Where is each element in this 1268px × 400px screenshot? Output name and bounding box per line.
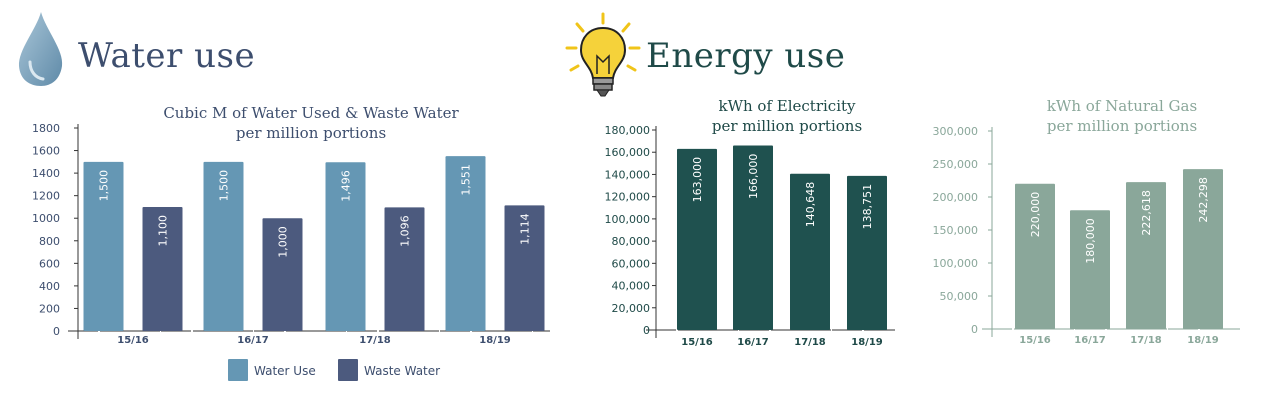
bar: [384, 207, 425, 331]
light-bulb-icon: [563, 12, 643, 106]
bar: [142, 206, 183, 331]
bar-value-label: 1,496: [340, 170, 353, 202]
y-tick-label: 1600: [32, 145, 60, 158]
bar: [325, 162, 366, 331]
y-tick-label: 160,000: [605, 146, 651, 159]
y-tick-label: 0: [643, 324, 650, 337]
y-tick-label: 150,000: [933, 224, 979, 237]
legend-label: Water Use: [254, 364, 316, 378]
bar: [1183, 169, 1223, 329]
water-chart: Cubic M of Water Used & Waste Water per …: [32, 104, 550, 381]
electricity-chart-title-line-1: kWh of Electricity: [718, 97, 856, 115]
bar-value-label: 222,618: [1140, 190, 1153, 236]
bar: [83, 161, 124, 331]
y-tick-label: 1800: [32, 122, 60, 135]
legend-label: Waste Water: [364, 364, 440, 378]
bar-value-label: 1,500: [98, 170, 111, 202]
electricity-chart-title-line-2: per million portions: [712, 117, 862, 135]
y-tick-label: 300,000: [933, 125, 979, 138]
bar-value-label: 1,100: [157, 215, 170, 247]
bar-value-label: 1,096: [399, 215, 412, 247]
y-tick-label: 250,000: [933, 158, 979, 171]
y-tick-label: 1000: [32, 212, 60, 225]
x-category-label: 17/18: [359, 335, 391, 346]
bar: [847, 175, 887, 330]
x-category-label: 18/19: [1187, 335, 1219, 346]
water-use-title: Water use: [78, 36, 256, 76]
bar-value-label: 220,000: [1029, 192, 1042, 238]
y-tick-label: 200: [39, 302, 60, 315]
bar-value-label: 1,000: [277, 226, 290, 258]
y-tick-label: 60,000: [612, 257, 651, 270]
bar-value-label: 166,000: [747, 154, 760, 200]
x-category-label: 16/17: [237, 335, 269, 346]
bar-value-label: 163,000: [691, 157, 704, 203]
bar-value-label: 180,000: [1084, 218, 1097, 264]
bar: [790, 173, 830, 330]
bar-value-label: 242,298: [1197, 177, 1210, 223]
x-category-label: 15/16: [681, 337, 713, 348]
bar: [203, 161, 244, 331]
bar: [504, 205, 545, 331]
y-tick-label: 140,000: [605, 168, 651, 181]
bar: [1070, 210, 1110, 329]
bar-value-label: 138,751: [861, 184, 874, 230]
bar: [733, 145, 773, 330]
x-category-label: 17/18: [794, 337, 826, 348]
water-chart-title-line-2: per million portions: [236, 124, 386, 142]
bar: [1015, 183, 1055, 329]
energy-use-title: Energy use: [646, 36, 846, 76]
y-tick-label: 0: [971, 323, 978, 336]
gas-chart-title-line-1: kWh of Natural Gas: [1047, 97, 1197, 115]
x-category-label: 17/18: [1130, 335, 1162, 346]
y-tick-label: 100,000: [605, 213, 651, 226]
bar-value-label: 1,500: [218, 170, 231, 202]
y-tick-label: 800: [39, 235, 60, 248]
bar-value-label: 140,648: [804, 182, 817, 228]
water-drop-icon: [16, 10, 66, 94]
legend-swatch: [228, 359, 248, 381]
y-tick-label: 200,000: [933, 191, 979, 204]
y-tick-label: 0: [53, 325, 60, 338]
y-tick-label: 80,000: [612, 235, 651, 248]
bar-value-label: 1,114: [519, 213, 532, 245]
x-category-label: 15/16: [117, 335, 149, 346]
x-category-label: 16/17: [1074, 335, 1106, 346]
bar: [445, 156, 486, 331]
bar: [677, 148, 717, 330]
y-tick-label: 120,000: [605, 191, 651, 204]
y-tick-label: 50,000: [940, 290, 979, 303]
y-tick-label: 40,000: [612, 280, 651, 293]
x-category-label: 18/19: [479, 335, 511, 346]
y-tick-label: 20,000: [612, 302, 651, 315]
x-category-label: 16/17: [737, 337, 769, 348]
y-tick-label: 600: [39, 257, 60, 270]
x-category-label: 15/16: [1019, 335, 1051, 346]
water-chart-title-line-1: Cubic M of Water Used & Waste Water: [163, 104, 459, 122]
x-category-label: 18/19: [851, 337, 883, 348]
bar: [262, 218, 303, 331]
y-tick-label: 180,000: [605, 124, 651, 137]
y-tick-label: 1400: [32, 167, 60, 180]
y-tick-label: 400: [39, 280, 60, 293]
bar: [1126, 182, 1166, 329]
bar-value-label: 1,551: [460, 164, 473, 196]
legend-swatch: [338, 359, 358, 381]
y-tick-label: 1200: [32, 190, 60, 203]
y-tick-label: 100,000: [933, 257, 979, 270]
gas-chart-title-line-2: per million portions: [1047, 117, 1197, 135]
